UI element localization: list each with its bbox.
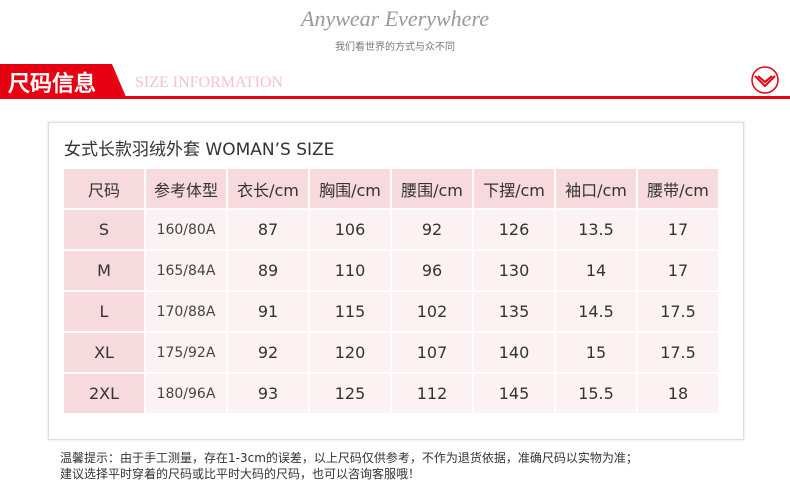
- table-row: XL 175/92A 92 120 107 140 15 17.5: [64, 333, 718, 372]
- table-cell: 160/80A: [146, 210, 226, 249]
- header-cell: 袖口/cm: [556, 169, 636, 208]
- header-cell: 尺码: [64, 169, 144, 208]
- table-cell: 96: [392, 251, 472, 290]
- table-cell: 180/96A: [146, 374, 226, 413]
- header-cell: 下摆/cm: [474, 169, 554, 208]
- table-cell: 130: [474, 251, 554, 290]
- table-cell: 125: [310, 374, 390, 413]
- table-cell: 165/84A: [146, 251, 226, 290]
- table-cell: 87: [228, 210, 308, 249]
- table-cell: 18: [638, 374, 718, 413]
- table-cell: 126: [474, 210, 554, 249]
- table-cell: 91: [228, 292, 308, 331]
- table-cell: 170/88A: [146, 292, 226, 331]
- table-cell: 89: [228, 251, 308, 290]
- table-cell: 102: [392, 292, 472, 331]
- table-cell: 17.5: [638, 333, 718, 372]
- table-cell: 13.5: [556, 210, 636, 249]
- table-cell: 107: [392, 333, 472, 372]
- table-cell: S: [64, 210, 144, 249]
- header-cell: 腰围/cm: [392, 169, 472, 208]
- table-cell: 92: [228, 333, 308, 372]
- table-cell: 110: [310, 251, 390, 290]
- table-cell: 93: [228, 374, 308, 413]
- table-row: M 165/84A 89 110 96 130 14 17: [64, 251, 718, 290]
- note-line: 建议选择平时穿着的尺码或比平时大码的尺码，也可以咨询客服哦！: [60, 467, 421, 481]
- table-cell: 115: [310, 292, 390, 331]
- table-cell: 145: [474, 374, 554, 413]
- table-cell: L: [64, 292, 144, 331]
- table-cell: 14: [556, 251, 636, 290]
- header-cell: 衣长/cm: [228, 169, 308, 208]
- table-cell: 120: [310, 333, 390, 372]
- notes: 温馨提示：由于手工测量，存在1-3cm的误差，以上尺码仅供参考，不作为退货依据，…: [60, 450, 638, 482]
- table-row: 2XL 180/96A 93 125 112 145 15.5 18: [64, 374, 718, 413]
- header-row: 尺码 参考体型 衣长/cm 胸围/cm 腰围/cm 下摆/cm 袖口/cm 腰带/cm: [64, 169, 718, 208]
- section-title: 尺码信息: [8, 72, 97, 97]
- table-row: S 160/80A 87 106 92 126 13.5 17: [64, 210, 718, 249]
- table-box: [48, 122, 744, 440]
- table-cell: 135: [474, 292, 554, 331]
- table-cell: 92: [392, 210, 472, 249]
- table-cell: XL: [64, 333, 144, 372]
- table-cell: 2XL: [64, 374, 144, 413]
- table-cell: 175/92A: [146, 333, 226, 372]
- table-title: 女式长款羽绒外套 WOMAN’S SIZE: [64, 140, 335, 160]
- table-row: L 170/88A 91 115 102 135 14.5 17.5: [64, 292, 718, 331]
- tagline: Anywear Everywhere: [301, 6, 489, 31]
- header-cell: 腰带/cm: [638, 169, 718, 208]
- size-table: 尺码 参考体型 衣长/cm 胸围/cm 腰围/cm 下摆/cm 袖口/cm 腰带/cm S 160…: [62, 167, 720, 415]
- table-cell: 140: [474, 333, 554, 372]
- section-bar: [0, 64, 790, 99]
- table-cell: 15: [556, 333, 636, 372]
- table-cell: 17: [638, 251, 718, 290]
- header-cell: 参考体型: [146, 169, 226, 208]
- table-cell: 17: [638, 210, 718, 249]
- table-cell: 112: [392, 374, 472, 413]
- table-cell: M: [64, 251, 144, 290]
- table-cell: 15.5: [556, 374, 636, 413]
- subtitle: 我们看世界的方式与众不同: [335, 42, 455, 53]
- note-line: 温馨提示：由于手工测量，存在1-3cm的误差，以上尺码仅供参考，不作为退货依据，…: [60, 451, 638, 465]
- table-cell: 17.5: [638, 292, 718, 331]
- section-subtitle: SIZE INFORMATION: [135, 74, 283, 91]
- table-cell: 14.5: [556, 292, 636, 331]
- header-cell: 胸围/cm: [310, 169, 390, 208]
- table-cell: 106: [310, 210, 390, 249]
